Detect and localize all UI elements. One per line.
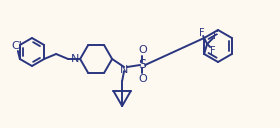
Text: O: O (139, 74, 148, 84)
Text: Cl: Cl (11, 41, 22, 51)
Text: F: F (213, 31, 219, 41)
Text: N: N (71, 54, 79, 64)
Text: F: F (210, 46, 216, 56)
Text: S: S (138, 58, 146, 72)
Text: O: O (139, 45, 148, 55)
Text: N: N (120, 65, 128, 75)
Text: F: F (199, 28, 205, 38)
